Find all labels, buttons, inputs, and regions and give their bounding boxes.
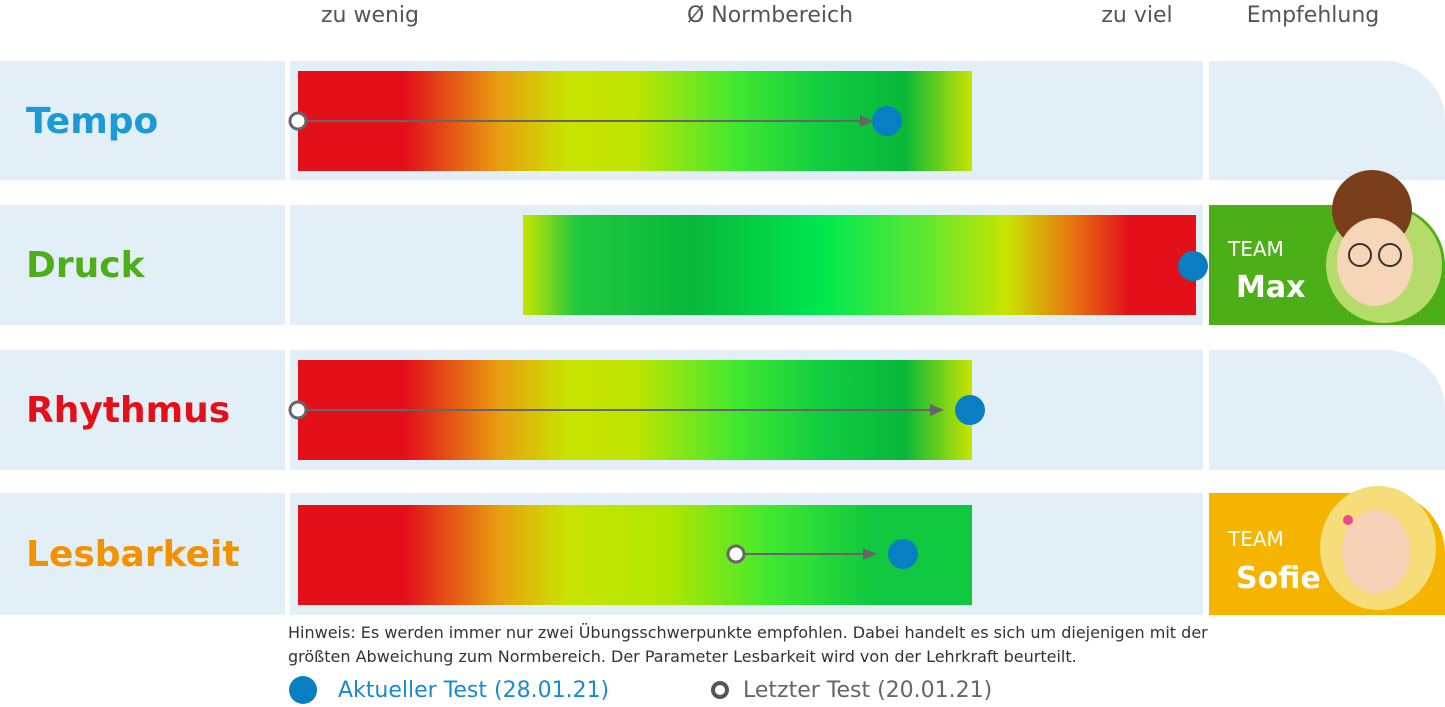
range-bar — [523, 215, 1196, 315]
row-tempo: Tempo — [0, 61, 1445, 180]
avatar-glasses — [1348, 243, 1372, 267]
header: zu wenig Ø Normbereich zu viel Empfehlun… — [321, 3, 1379, 28]
avatar-glasses — [1378, 243, 1402, 267]
arrow-head — [860, 115, 874, 127]
row-druck: Druck TEAM Max — [0, 170, 1445, 325]
last-marker — [288, 400, 308, 420]
rec-cell — [1209, 61, 1445, 180]
current-marker — [1178, 251, 1208, 281]
legend-last-marker — [711, 681, 729, 699]
arrow-head — [930, 404, 944, 416]
arrow-head — [863, 548, 877, 560]
row-label: Tempo — [26, 101, 158, 142]
current-marker — [955, 395, 985, 425]
avatar-face — [1337, 218, 1413, 306]
legend: Aktueller Test (28.01.21) Letzter Test (… — [289, 676, 992, 704]
team-label: TEAM — [1227, 237, 1284, 261]
row-label: Rhythmus — [26, 390, 230, 431]
avatar-face — [1342, 510, 1410, 594]
hint-line: größten Abweichung zum Normbereich. Der … — [288, 647, 1077, 666]
label-cell — [0, 205, 285, 325]
last-marker — [726, 544, 746, 564]
team-label: TEAM — [1227, 527, 1284, 551]
header-recommendation: Empfehlung — [1247, 3, 1379, 28]
header-norm: Ø Normbereich — [687, 3, 853, 28]
current-marker — [888, 539, 918, 569]
row-rhythmus: Rhythmus — [0, 350, 1445, 470]
label-cell — [0, 350, 285, 470]
current-marker — [872, 106, 902, 136]
row-label: Druck — [26, 245, 146, 286]
legend-current-marker — [289, 676, 317, 704]
row-label: Lesbarkeit — [26, 534, 240, 575]
header-high: zu viel — [1101, 3, 1172, 28]
team-name: Sofie — [1236, 561, 1321, 596]
label-cell — [0, 61, 285, 180]
team-name: Max — [1236, 270, 1305, 305]
last-marker — [288, 111, 308, 131]
header-low: zu wenig — [321, 3, 419, 28]
rec-cell — [1209, 350, 1445, 470]
hint-line: Hinweis: Es werden immer nur zwei Übungs… — [288, 623, 1208, 642]
label-cell — [0, 493, 285, 615]
hint: Hinweis: Es werden immer nur zwei Übungs… — [288, 623, 1208, 666]
legend-current: Aktueller Test (28.01.21) — [338, 678, 609, 703]
legend-last: Letzter Test (20.01.21) — [743, 678, 992, 703]
avatar-flower — [1343, 515, 1353, 525]
row-lesbarkeit: Lesbarkeit TEAM Sofie — [0, 486, 1445, 615]
